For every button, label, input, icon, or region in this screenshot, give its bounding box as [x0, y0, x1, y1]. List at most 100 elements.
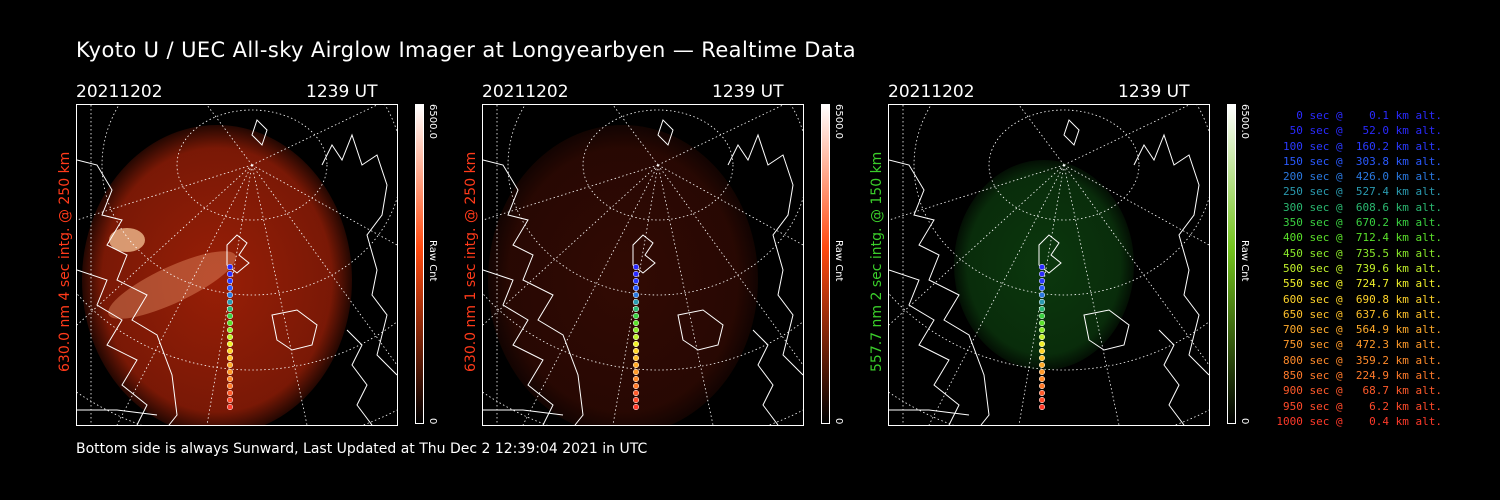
trajectory-point — [226, 277, 234, 285]
panel-3-time: 1239 UT — [1118, 82, 1190, 102]
legend-row: 100 sec @ 160.2 km alt. — [1276, 139, 1442, 153]
trajectory-point — [1038, 305, 1046, 313]
trajectory-point — [226, 361, 234, 369]
trajectory-point — [226, 333, 234, 341]
legend-row: 150 sec @ 303.8 km alt. — [1276, 154, 1442, 168]
legend-row: 50 sec @ 52.0 km alt. — [1276, 124, 1442, 138]
trajectory — [632, 263, 640, 411]
page-title: Kyoto U / UEC All-sky Airglow Imager at … — [76, 38, 857, 62]
panel-1-time: 1239 UT — [306, 82, 378, 102]
legend-row: 0 sec @ 0.1 km alt. — [1276, 109, 1442, 122]
trajectory-point — [632, 375, 640, 383]
trajectory-point — [226, 326, 234, 334]
panel-3-colorbar-label: Raw Cnt — [1239, 240, 1250, 282]
latitude-grid — [889, 105, 1209, 425]
panel-3-ylabel: 557.7 nm 2 sec intg. @ 150 km — [869, 151, 885, 372]
airglow-field — [82, 125, 352, 425]
trajectory-point — [632, 382, 640, 390]
trajectory-point — [226, 403, 234, 411]
coastline — [483, 119, 803, 425]
trajectory-point — [632, 326, 640, 334]
trajectory-point — [1038, 368, 1046, 376]
trajectory-point — [1038, 312, 1046, 320]
trajectory-point — [226, 382, 234, 390]
trajectory-point — [1038, 291, 1046, 299]
trajectory-point — [632, 389, 640, 397]
trajectory — [226, 263, 234, 411]
legend-row: 750 sec @ 472.3 km alt. — [1276, 338, 1442, 352]
legend-row: 1000 sec @ 0.4 km alt. — [1276, 414, 1442, 428]
trajectory-point — [226, 396, 234, 404]
latitude-grid — [77, 105, 397, 425]
panel-2-colorbar — [821, 104, 830, 424]
legend-row: 300 sec @ 608.6 km alt. — [1276, 200, 1442, 214]
trajectory-point — [226, 312, 234, 320]
trajectory-point — [226, 375, 234, 383]
panel-2-ylabel: 630.0 nm 1 sec intg. @ 250 km — [463, 151, 479, 372]
legend-row: 850 sec @ 224.9 km alt. — [1276, 369, 1442, 383]
trajectory-point — [226, 389, 234, 397]
trajectory-point — [1038, 403, 1046, 411]
legend-row: 900 sec @ 68.7 km alt. — [1276, 384, 1442, 398]
legend-row: 800 sec @ 359.2 km alt. — [1276, 353, 1442, 367]
trajectory-point — [226, 354, 234, 362]
trajectory-point — [1038, 375, 1046, 383]
panel-1-colorbar-max: 6500.0 — [427, 104, 438, 139]
trajectory-point — [1038, 361, 1046, 369]
trajectory-point — [226, 291, 234, 299]
aurora-arc — [108, 251, 236, 319]
panel-2-allsky-image — [482, 104, 804, 426]
trajectory-point — [1038, 270, 1046, 278]
trajectory-point — [632, 270, 640, 278]
trajectory-point — [1038, 382, 1046, 390]
panel-1-allsky-image — [76, 104, 398, 426]
trajectory-point — [1038, 389, 1046, 397]
trajectory-point — [632, 340, 640, 348]
panel-1-colorbar-min: 0 — [427, 418, 438, 425]
legend-row: 400 sec @ 712.4 km alt. — [1276, 231, 1442, 245]
panel-1-ylabel: 630.0 nm 4 sec intg. @ 250 km — [57, 151, 73, 372]
footer-status: Bottom side is always Sunward, Last Upda… — [76, 441, 648, 457]
trajectory-point — [632, 298, 640, 306]
trajectory-point — [632, 277, 640, 285]
trajectory-point — [1038, 340, 1046, 348]
trajectory-point — [1038, 333, 1046, 341]
latitude-grid — [483, 105, 803, 425]
panel-3-colorbar — [1227, 104, 1236, 424]
trajectory-point — [226, 347, 234, 355]
legend-row: 600 sec @ 690.8 km alt. — [1276, 292, 1442, 306]
panel-3-allsky-image — [888, 104, 1210, 426]
trajectory-point — [226, 305, 234, 313]
trajectory-point — [632, 361, 640, 369]
trajectory-point — [226, 284, 234, 292]
trajectory-point — [1038, 284, 1046, 292]
panel-2-colorbar-min: 0 — [833, 418, 844, 425]
trajectory-point — [1038, 298, 1046, 306]
legend-row: 200 sec @ 426.0 km alt. — [1276, 170, 1442, 184]
trajectory-point — [226, 263, 234, 271]
panel-1-date: 20211202 — [76, 82, 163, 102]
trajectory-point — [226, 298, 234, 306]
trajectory-point — [632, 403, 640, 411]
trajectory-point — [632, 354, 640, 362]
trajectory-point — [632, 319, 640, 327]
trajectory-point — [632, 284, 640, 292]
trajectory-point — [1038, 263, 1046, 271]
trajectory-point — [632, 347, 640, 355]
trajectory-point — [226, 319, 234, 327]
trajectory-point — [1038, 326, 1046, 334]
trajectory-point — [1038, 319, 1046, 327]
panel-2-colorbar-label: Raw Cnt — [833, 240, 844, 282]
panel-3-colorbar-min: 0 — [1239, 418, 1250, 425]
trajectory-point — [226, 368, 234, 376]
legend-row: 700 sec @ 564.9 km alt. — [1276, 323, 1442, 337]
aurora-spot — [109, 228, 145, 252]
trajectory-point — [632, 368, 640, 376]
panel-2-time: 1239 UT — [712, 82, 784, 102]
trajectory-point — [632, 333, 640, 341]
trajectory — [1038, 263, 1046, 411]
trajectory-point — [632, 312, 640, 320]
legend-row: 650 sec @ 637.6 km alt. — [1276, 307, 1442, 321]
legend-row: 250 sec @ 527.4 km alt. — [1276, 185, 1442, 199]
panel-2-date: 20211202 — [482, 82, 569, 102]
